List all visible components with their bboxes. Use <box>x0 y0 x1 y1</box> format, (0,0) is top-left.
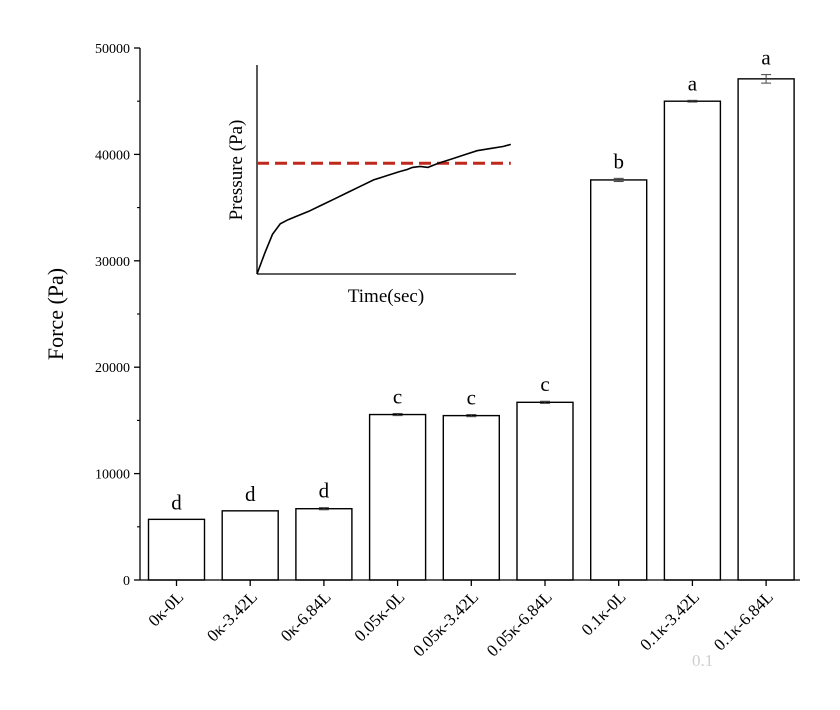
significance-label: d <box>171 490 182 514</box>
y-tick-label: 0 <box>123 574 130 589</box>
error-bars <box>318 74 772 511</box>
bar <box>442 414 500 581</box>
inset-pressure-curve <box>256 143 512 275</box>
significance-label: a <box>688 71 698 95</box>
category-label: 0κ-6.84L <box>277 587 335 645</box>
significance-label: d <box>319 479 330 503</box>
y-axis-ticks: 0 10000 20000 30000 40000 50000 <box>95 42 140 589</box>
category-label: 0.05κ-6.84L <box>483 587 556 660</box>
y-tick-label: 50000 <box>95 42 130 57</box>
bar <box>295 508 353 581</box>
significance-label: c <box>393 384 402 408</box>
bar-chart: 0 10000 20000 30000 40000 50000 d d d c c c b a a 0κ-… <box>43 42 800 660</box>
y-axis-title: Force (Pa) <box>43 268 68 360</box>
watermark: 0.1 <box>692 651 713 670</box>
bar <box>590 179 648 581</box>
category-label: 0.05κ-0L <box>351 587 409 645</box>
category-label: 0.05κ-3.42L <box>409 587 482 660</box>
bar <box>368 413 427 581</box>
inset-x-axis-title: Time(sec) <box>348 286 424 307</box>
category-label: 0.1κ-3.42L <box>636 587 703 654</box>
y-tick-label: 20000 <box>95 361 130 376</box>
significance-label: d <box>245 482 256 506</box>
significance-labels: d d d c c c b a a <box>171 46 771 515</box>
category-label: 0.1κ-0L <box>578 587 630 639</box>
category-labels: 0κ-0L 0κ-3.42L 0κ-6.84L 0.05κ-0L 0.05κ-3.42L… <box>144 580 777 660</box>
y-tick-label: 40000 <box>95 148 130 163</box>
bar <box>737 78 795 581</box>
bar <box>147 518 206 581</box>
y-tick-label: 30000 <box>95 255 130 270</box>
significance-label: a <box>761 46 771 70</box>
inset-y-axis-title: Pressure (Pa) <box>226 120 247 221</box>
bar <box>221 510 279 581</box>
significance-label: c <box>540 372 549 396</box>
inset-chart: Time(sec) Pressure (Pa) <box>226 65 516 307</box>
bar <box>663 100 722 581</box>
category-label: 0.1κ-6.84L <box>710 587 777 654</box>
significance-label: b <box>613 149 624 173</box>
category-label: 0κ-3.42L <box>203 587 261 645</box>
category-label: 0κ-0L <box>144 587 187 630</box>
significance-label: c <box>467 386 476 410</box>
bars <box>147 78 795 581</box>
bar <box>516 401 574 581</box>
y-tick-label: 10000 <box>95 468 130 483</box>
